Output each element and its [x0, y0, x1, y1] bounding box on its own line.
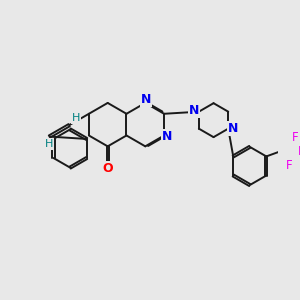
Text: F: F: [298, 145, 300, 158]
Text: N: N: [162, 130, 172, 142]
Text: H: H: [72, 113, 80, 123]
Text: N: N: [189, 104, 199, 117]
Text: N: N: [228, 122, 238, 135]
Text: F: F: [286, 159, 293, 172]
Text: H: H: [45, 139, 53, 149]
Text: N: N: [141, 93, 151, 106]
Text: O: O: [102, 162, 113, 175]
Text: F: F: [292, 130, 298, 143]
